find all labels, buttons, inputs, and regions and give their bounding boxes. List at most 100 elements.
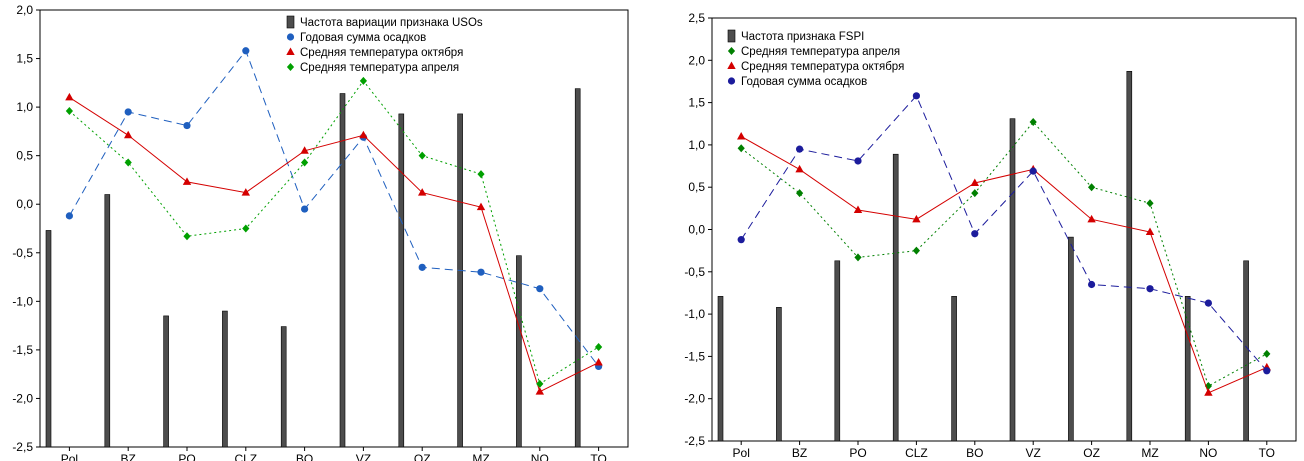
x-tick-label: CLZ bbox=[905, 446, 928, 460]
series-point bbox=[912, 246, 920, 255]
legend-swatch bbox=[727, 77, 736, 85]
legend-label: Средняя температура апреля bbox=[741, 46, 900, 58]
legend-swatch bbox=[286, 63, 295, 71]
series-point bbox=[359, 76, 367, 85]
y-tick-label: 0,5 bbox=[16, 149, 33, 163]
x-tick-label: PO bbox=[178, 452, 195, 461]
bar bbox=[574, 88, 581, 448]
series-point bbox=[124, 130, 133, 139]
legend-label: Годовая сумма осадков bbox=[300, 32, 426, 44]
series-point bbox=[418, 263, 426, 271]
bar bbox=[717, 296, 724, 442]
bar bbox=[776, 307, 782, 442]
series-point bbox=[476, 202, 486, 211]
series-point bbox=[65, 212, 73, 220]
x-tick-label: TO bbox=[1259, 446, 1275, 460]
series-point bbox=[418, 151, 426, 160]
legend-swatch bbox=[727, 29, 736, 43]
series-point bbox=[1204, 388, 1213, 396]
series-point bbox=[594, 358, 603, 366]
series-line bbox=[69, 80, 599, 385]
series-point bbox=[854, 157, 862, 165]
chart-usos: -2,5 -2,0 -1,5 -1,0 -0,5 0,0 0,5 1,0 1,5 2,0 Pol BZ… bbox=[0, 0, 640, 461]
series-point bbox=[182, 177, 192, 185]
legend-swatch bbox=[286, 47, 295, 55]
series-point bbox=[301, 158, 309, 167]
y-tick-label: -2,0 bbox=[12, 391, 33, 405]
series-point bbox=[301, 205, 309, 213]
series-point bbox=[242, 47, 250, 55]
series-point bbox=[912, 214, 921, 223]
y-tick-label: 0,0 bbox=[688, 223, 705, 237]
x-tick-label: Pol bbox=[61, 452, 78, 461]
y-tick-label: -2,5 bbox=[684, 434, 705, 448]
y-tick-label: 2,5 bbox=[688, 11, 705, 25]
x-tick-label: BZ bbox=[792, 446, 807, 460]
series-point bbox=[1145, 227, 1155, 236]
x-tick-label: VZ bbox=[1026, 446, 1041, 460]
y-tick-label: 1,0 bbox=[688, 138, 705, 152]
series-point bbox=[1088, 183, 1096, 192]
series-point bbox=[737, 131, 746, 140]
bar bbox=[1009, 118, 1016, 442]
bar bbox=[1184, 296, 1191, 442]
x-tick-label: MZ bbox=[472, 452, 489, 461]
series-point bbox=[1087, 214, 1096, 223]
series-point bbox=[971, 230, 979, 238]
series-point bbox=[912, 92, 920, 100]
x-tick-label: BZ bbox=[121, 452, 136, 461]
series-point bbox=[359, 130, 368, 139]
x-tick-label: TO bbox=[590, 452, 606, 461]
series-point bbox=[1263, 367, 1271, 375]
series-line bbox=[68, 49, 599, 367]
legend-label: Средняя температура октября bbox=[741, 61, 904, 73]
series-point bbox=[418, 188, 427, 196]
x-tick-label: MZ bbox=[1141, 446, 1158, 460]
x-tick-label: BO bbox=[966, 446, 983, 460]
legend-swatch bbox=[286, 15, 295, 29]
series-point bbox=[796, 145, 804, 153]
series-point bbox=[535, 387, 544, 395]
series-point bbox=[1146, 285, 1154, 293]
series-point bbox=[854, 253, 862, 262]
x-tick-label: CLZ bbox=[234, 452, 257, 461]
x-tick-label: BO bbox=[296, 452, 313, 461]
series-line bbox=[69, 96, 599, 393]
bar bbox=[45, 230, 52, 448]
y-tick-label: -1,0 bbox=[12, 294, 33, 308]
series-point bbox=[536, 379, 544, 388]
series-point bbox=[241, 188, 250, 196]
y-tick-label: 2,0 bbox=[688, 53, 705, 67]
series-group bbox=[65, 92, 603, 395]
series-point bbox=[795, 164, 804, 173]
series-point bbox=[853, 205, 863, 214]
series-line bbox=[740, 94, 1268, 372]
legend-label: Частота вариации признака USOs bbox=[300, 17, 483, 29]
legend-label: Частота признака FSPI bbox=[741, 31, 864, 43]
series-point bbox=[1204, 299, 1212, 307]
x-tick-label: OZ bbox=[414, 452, 431, 461]
series-point bbox=[124, 108, 132, 116]
x-tick-label: VZ bbox=[356, 452, 371, 461]
series-point bbox=[183, 121, 191, 130]
series-point bbox=[300, 146, 309, 154]
bar bbox=[1243, 260, 1249, 442]
series-point bbox=[737, 236, 745, 244]
series-line bbox=[740, 136, 1267, 394]
bar bbox=[398, 113, 405, 448]
bar bbox=[834, 260, 841, 442]
y-tick-label: -0,5 bbox=[684, 265, 705, 279]
bar bbox=[516, 255, 522, 448]
series-point bbox=[1088, 280, 1096, 289]
y-tick-label: -0,5 bbox=[12, 246, 33, 260]
y-tick-label: -2,5 bbox=[12, 440, 33, 454]
y-tick-label: 1,5 bbox=[16, 52, 33, 66]
x-tick-label: OZ bbox=[1083, 446, 1100, 460]
bar bbox=[892, 153, 899, 442]
legend-label: Годовая сумма осадков bbox=[741, 76, 867, 88]
bar bbox=[951, 296, 957, 442]
series-point bbox=[595, 342, 603, 351]
legend-label: Средняя температура апреля bbox=[300, 62, 459, 74]
series-point bbox=[124, 158, 132, 167]
y-tick-label: 0,5 bbox=[688, 180, 705, 194]
